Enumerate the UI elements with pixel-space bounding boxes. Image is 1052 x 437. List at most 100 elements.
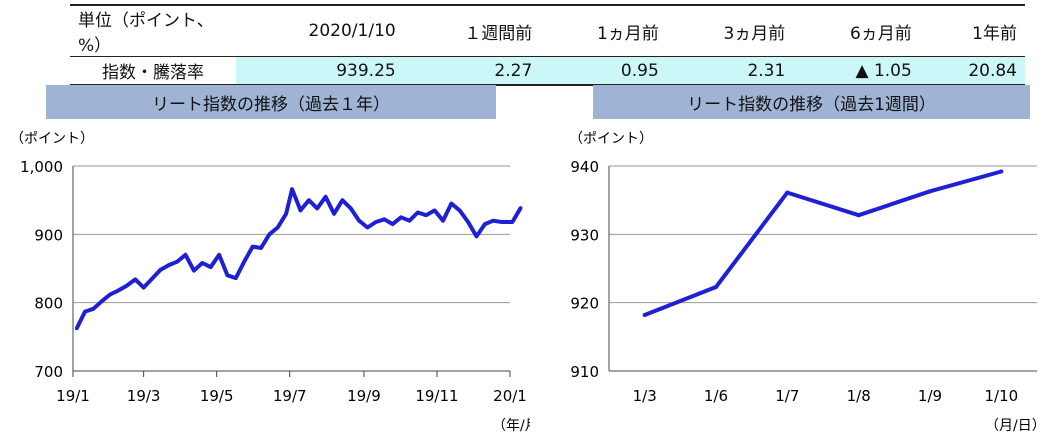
x-tick-label: 1/6 [704,387,728,405]
col-header-1w: １週間前 [403,4,541,57]
data-point [83,309,87,314]
x-unit-label: （月/日） [985,418,1046,434]
x-tick-label: 19/1 [56,387,90,405]
data-point [416,210,420,215]
data-point [432,208,437,213]
y-tick-label: 900 [34,226,63,244]
data-point [100,299,104,303]
data-point [474,234,479,238]
series-line [643,169,1002,317]
data-point [116,288,121,292]
data-point [183,253,188,257]
x-tick-label: 1/8 [847,387,871,405]
data-point [928,189,932,194]
col-header-3m: 3ヵ月前 [666,4,794,57]
data-point [332,212,336,216]
data-point [714,284,718,289]
x-tick-label: 19/11 [415,387,458,405]
value-1w: 2.27 [403,56,541,86]
data-point [125,283,129,288]
y-tick-label: 920 [570,295,599,313]
data-point [259,246,263,250]
data-point [150,277,154,281]
data-point [519,206,523,210]
chart-1y: （ポイント） （年/月） 700 800 900 1,000 19/1 19/3 19/5 1… [10,131,530,434]
y-unit-label: （ポイント） [10,131,94,147]
stats-value-row: 指数・騰落率 939.25 2.27 0.95 2.31 ▲ 1.05 20.8… [70,56,1025,86]
x-tick-label: 19/9 [347,387,381,405]
y-unit-label: （ポイント） [569,131,653,147]
data-point [284,212,288,216]
series-line [74,187,523,330]
data-point [340,198,344,202]
data-point [399,215,403,219]
stats-table: 単位（ポイント、%） 2020/1/10 １週間前 1ヵ月前 3ヵ月前 6ヵ月前… [70,4,1025,86]
data-point [999,169,1004,174]
data-point [349,206,353,210]
y-tick-label: 700 [34,363,63,381]
y-tick-label: 1,000 [20,158,63,176]
data-point [133,277,137,282]
x-tick-label: 20/1 [493,387,527,405]
data-point [382,217,386,221]
data-point [391,222,395,226]
chart-1w: （ポイント） （月/日） 910 920 930 940 1/3 1/6 1/7 1/8 1/9… [569,131,1046,434]
data-point [298,208,303,213]
data-point [158,268,162,272]
x-tick-label: 1/3 [633,387,657,405]
chart-title-1w: リート指数の推移（過去1週間） [593,85,1030,119]
data-point [209,265,213,269]
data-point [91,307,95,311]
y-tick-label: 930 [570,226,599,244]
data-point [267,232,271,236]
data-point [217,253,221,257]
data-point [365,225,370,230]
col-header-6m: 6ヵ月前 [793,4,920,57]
x-unit-label: （年/月） [492,418,530,434]
data-point [242,260,246,264]
x-tick-label: 19/5 [200,387,234,405]
data-point [250,245,255,249]
unit-header: 単位（ポイント、%） [70,4,236,57]
x-tick-label: 1/9 [918,387,942,405]
value-1m: 0.95 [540,56,667,86]
data-point [167,263,171,267]
value-3m: 2.31 [666,56,794,86]
data-point [192,268,196,273]
data-point [315,206,319,210]
data-point [856,213,861,218]
data-point [424,213,428,217]
data-point [276,225,280,230]
y-tick-label: 800 [34,295,63,313]
y-tick-label: 940 [570,158,599,176]
data-point [200,261,204,265]
x-tick-label: 1/7 [775,387,799,405]
data-point [175,260,179,264]
data-point [407,219,412,223]
data-point [234,276,238,280]
data-point [357,219,361,223]
data-point [374,220,378,224]
data-point [458,208,462,213]
data-point [74,327,79,331]
data-point [500,220,504,224]
data-point [510,220,514,224]
stats-header-row: 単位（ポイント、%） 2020/1/10 １週間前 1ヵ月前 3ヵ月前 6ヵ月前… [70,4,1025,57]
chart-title-1y: リート指数の推移（過去１年） [46,85,496,119]
data-point [441,219,445,223]
data-point [290,187,294,191]
data-point [483,222,487,226]
x-tick-label: 1/10 [984,387,1018,405]
data-point [324,195,328,199]
data-point [491,219,495,223]
value-index: 939.25 [236,56,404,86]
data-point [642,312,647,317]
col-header-1m: 1ヵ月前 [540,4,667,57]
data-point [142,286,146,290]
col-header-date: 2020/1/10 [236,4,404,57]
data-point [449,201,453,206]
value-6m: ▲ 1.05 [793,56,920,86]
col-header-1y: 1年前 [919,4,1025,57]
value-1y: 20.84 [919,56,1025,86]
x-tick-label: 19/3 [127,387,161,405]
